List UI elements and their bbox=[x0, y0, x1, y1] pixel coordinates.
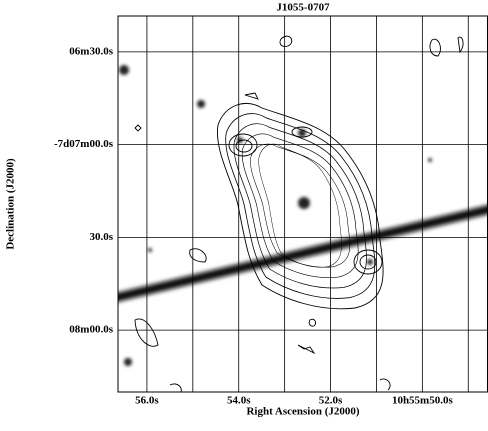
y-tick-label: -7d07m00.0s bbox=[54, 138, 114, 150]
image bbox=[118, 16, 488, 392]
x-tick-label: 56.0s bbox=[135, 395, 159, 407]
y-tick-label: 06m30.0s bbox=[69, 45, 113, 57]
x-axis-label: Right Ascension (J2000) bbox=[246, 406, 359, 418]
y-tick-label: 08m00.0s bbox=[69, 324, 113, 336]
x-tick-label: 54.0s bbox=[227, 395, 251, 407]
x-tick-label: 52.0s bbox=[319, 395, 343, 407]
x-tick-label: 10h55m50.0s bbox=[392, 395, 454, 407]
y-tick-label: 30.0s bbox=[89, 231, 113, 243]
chart-title: J1055-0707 bbox=[276, 2, 330, 14]
y-axis-label: Declination (J2000) bbox=[5, 158, 17, 250]
